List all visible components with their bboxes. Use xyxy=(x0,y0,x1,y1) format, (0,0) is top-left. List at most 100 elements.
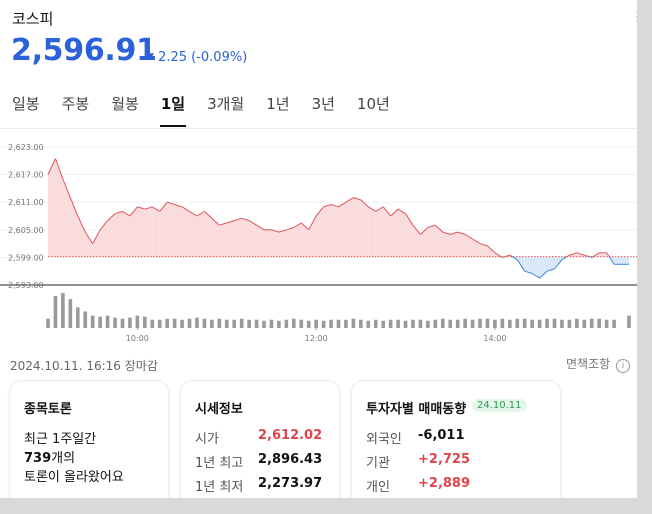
price-line-segment xyxy=(47,158,56,175)
down-area-fill xyxy=(547,256,555,272)
up-area-fill xyxy=(323,204,332,257)
discussion-line-1: 최근 1주일간 xyxy=(24,432,97,447)
up-area-fill xyxy=(92,229,101,257)
x-tick-label: 12:00 xyxy=(305,334,328,343)
volume-bar xyxy=(403,320,408,328)
price-line-segment xyxy=(315,206,324,217)
volume-bar xyxy=(597,318,602,328)
price-line-segment xyxy=(99,220,108,231)
institution-value: +2,725 xyxy=(418,452,471,467)
up-area-fill xyxy=(375,206,384,257)
price-line-segment xyxy=(167,201,175,205)
volume-bar xyxy=(552,318,557,328)
volume-bar xyxy=(83,311,88,328)
tab-10-years[interactable]: 10년 xyxy=(356,95,390,113)
volume-bar xyxy=(105,315,110,328)
volume-bar xyxy=(455,319,460,328)
volume-bar xyxy=(463,318,467,328)
price-line-segment xyxy=(539,270,548,279)
discussion-card[interactable]: 종목토론 최근 1주일간 739개의 토론이 올라왔어요 xyxy=(10,381,168,498)
volume-bar xyxy=(589,318,594,328)
index-panel: ••• 코스피 2,596.91 ▼ 2.25 (-0.09%) 일봉 주봉 월… xyxy=(0,0,637,498)
up-area-fill xyxy=(196,211,205,257)
index-price: 2,596.91 xyxy=(11,33,157,68)
open-label: 시가 xyxy=(195,432,219,447)
market-info-card[interactable]: 시세정보 시가 2,612.02 1년 최고 2,896.43 1년 최저 2,… xyxy=(181,381,339,498)
volume-bar xyxy=(575,318,579,328)
price-line-segment xyxy=(286,227,294,231)
price-line-segment xyxy=(442,231,451,235)
up-area-fill xyxy=(360,199,369,257)
tab-3-years[interactable]: 3년 xyxy=(311,95,335,113)
volume-bar xyxy=(150,319,155,328)
disclaimer-label: 면책조항 xyxy=(566,357,611,371)
price-line-segment xyxy=(554,259,563,270)
up-area-fill xyxy=(211,218,220,257)
up-area-fill xyxy=(167,202,175,257)
volume-bar xyxy=(359,319,363,328)
price-line-segment xyxy=(107,213,116,221)
price-line-segment xyxy=(382,206,392,217)
disclaimer-link[interactable]: 면책조항 i xyxy=(566,355,630,373)
up-area-fill xyxy=(472,239,481,257)
tab-daily-candle[interactable]: 일봉 xyxy=(12,95,40,113)
investor-trend-title: 투자자별 매매동향 xyxy=(366,402,467,417)
volume-bar xyxy=(612,319,616,328)
price-line-segment xyxy=(375,206,384,212)
price-line-segment xyxy=(345,197,354,203)
volume-bar xyxy=(522,318,527,328)
tab-1-day[interactable]: 1일 xyxy=(159,91,187,129)
tab-1-year[interactable]: 1년 xyxy=(266,95,290,113)
year-low-label: 1년 최저 xyxy=(195,480,244,495)
price-line-segment xyxy=(589,256,592,258)
price-line-segment xyxy=(479,243,488,247)
price-line-segment xyxy=(196,210,205,217)
price-line-segment xyxy=(450,231,458,235)
price-line-segment xyxy=(62,179,71,198)
volume-bar xyxy=(165,318,169,328)
up-area-fill xyxy=(48,158,56,257)
tab-weekly-candle[interactable]: 주봉 xyxy=(61,95,90,113)
price-line-segment xyxy=(271,229,280,233)
info-icon: i xyxy=(616,359,630,373)
price-line-segment xyxy=(412,224,421,235)
volume-bar xyxy=(75,307,80,328)
tab-3-months[interactable]: 3개월 xyxy=(207,95,245,113)
volume-bar xyxy=(128,317,132,328)
volume-bar xyxy=(306,320,311,328)
price-line-segment xyxy=(211,217,220,226)
discussion-count-suffix: 개의 xyxy=(51,451,76,466)
up-area-fill xyxy=(144,206,153,257)
volume-bar xyxy=(202,318,207,328)
price-line-segment xyxy=(405,213,414,226)
volume-bar xyxy=(366,320,371,328)
volume-bar xyxy=(396,319,400,328)
tab-monthly-candle[interactable]: 월봉 xyxy=(111,95,139,113)
price-line-segment xyxy=(181,206,190,212)
individual-label: 개인 xyxy=(366,480,390,495)
y-tick-label: 2,593.00 xyxy=(8,281,44,290)
volume-bar xyxy=(448,319,453,328)
price-line-segment xyxy=(606,252,610,257)
up-area-fill xyxy=(107,213,116,257)
volume-bar xyxy=(68,299,73,328)
volume-bar xyxy=(329,319,333,328)
up-area-fill xyxy=(301,222,309,257)
price-line-segment xyxy=(494,252,502,258)
index-title: 코스피 xyxy=(12,10,54,28)
volume-bar xyxy=(388,319,393,328)
price-line-segment xyxy=(300,222,310,231)
volume-bar xyxy=(90,315,95,328)
price-line-segment xyxy=(516,259,526,272)
intraday-chart[interactable]: 2,623.00 2,617.00 2,611.00 2,605.00 2,599.00… xyxy=(0,135,637,345)
up-area-fill xyxy=(152,206,160,257)
volume-bar xyxy=(217,318,222,328)
period-tabs: 일봉 주봉 월봉 1일 3개월 1년 3년 10년 xyxy=(12,91,412,129)
up-area-fill xyxy=(331,204,339,257)
investor-trend-card[interactable]: 투자자별 매매동향 24.10.11 외국인 -6,011 기관 +2,725 … xyxy=(352,381,560,498)
x-tick-label: 14:00 xyxy=(483,334,506,343)
up-area-fill xyxy=(353,197,361,257)
volume-bar xyxy=(172,318,177,328)
more-options-icon[interactable]: ••• xyxy=(635,9,637,27)
price-line-segment xyxy=(144,206,153,210)
